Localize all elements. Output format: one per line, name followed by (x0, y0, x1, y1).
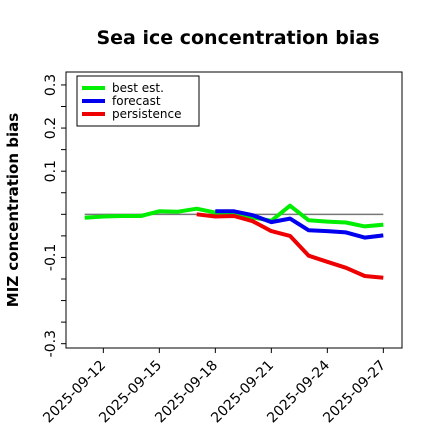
series-line-persistence (196, 212, 384, 280)
legend-label: persistence (112, 107, 181, 121)
series-line-forecast (215, 209, 384, 240)
axes-layer: 0.30.20.1-0.1-0.32025-09-122025-09-15202… (40, 74, 389, 427)
y-tick-label: -0.1 (43, 244, 59, 271)
y-tick-label: 0.2 (43, 117, 59, 139)
y-tick-label: -0.3 (43, 330, 59, 357)
legend-label: forecast (112, 94, 161, 108)
y-axis-label: MIZ concentration bias (4, 113, 22, 307)
y-tick-label: 0.3 (43, 74, 59, 96)
plot-area-frame (65, 71, 403, 349)
chart-title: Sea ice concentration bias (96, 27, 379, 49)
y-tick-label: 0.1 (43, 160, 59, 182)
legend-label: best est. (112, 81, 164, 95)
series-layer (84, 203, 384, 280)
